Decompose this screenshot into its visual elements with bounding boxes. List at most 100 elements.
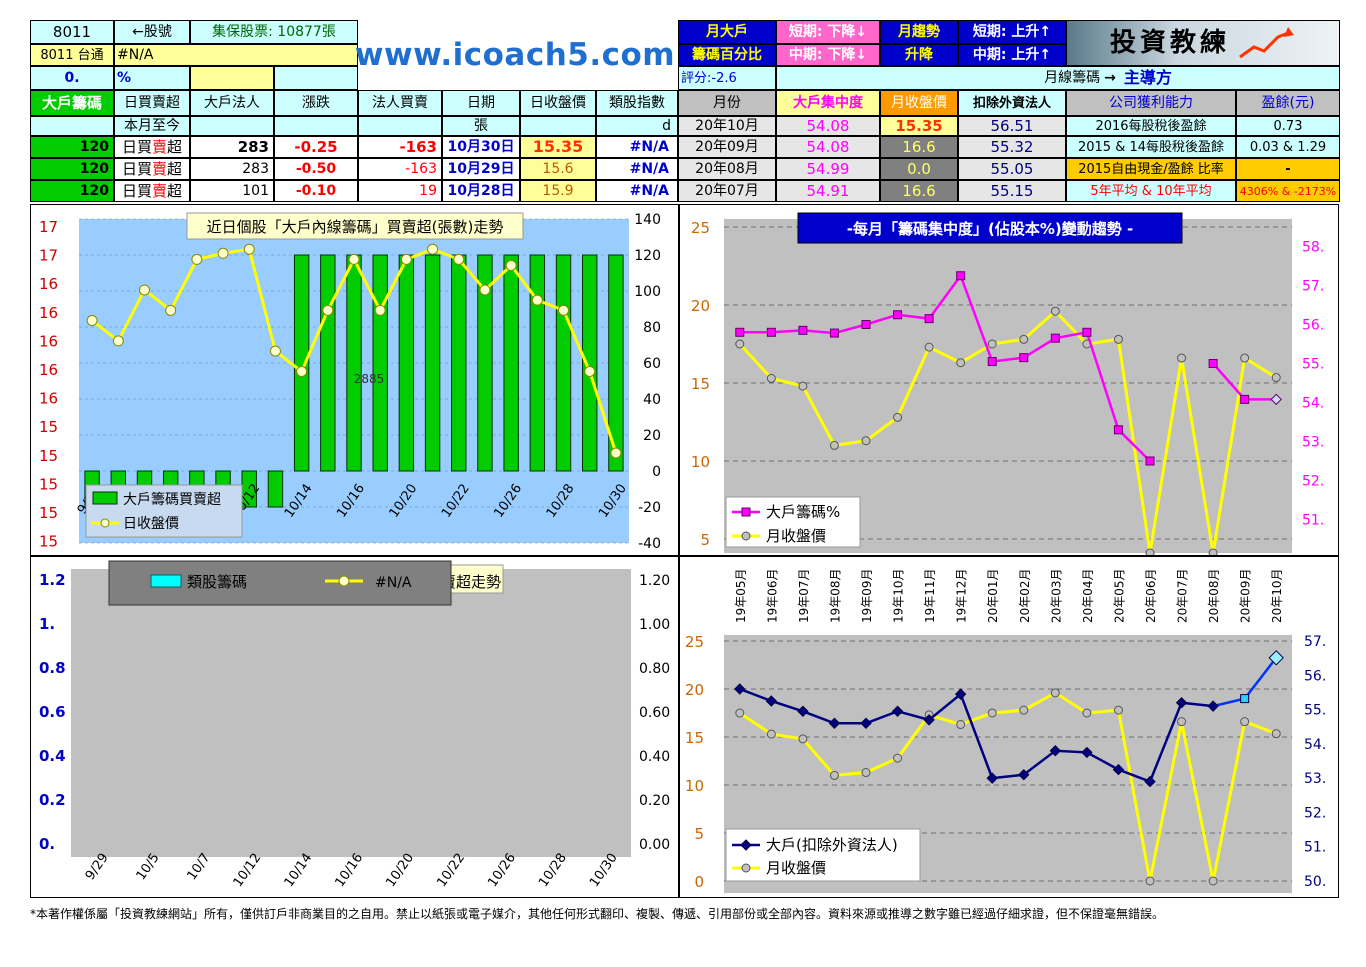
- month-close-point: [1082, 708, 1092, 718]
- concentration-point: [798, 325, 808, 335]
- price-point: [505, 259, 517, 271]
- y2-tick: 0: [652, 464, 661, 480]
- excl-foreign-point: [828, 717, 841, 729]
- concentration-point: [956, 271, 966, 281]
- y-right-tick: 55.: [1302, 357, 1324, 373]
- y-left-tick: 10: [691, 453, 710, 471]
- x-tick: 20年06月: [1144, 568, 1158, 623]
- y-left-tick: 5: [694, 825, 704, 843]
- footer-disclaimer: *本著作權係屬「投資教練網站」所有，僅供訂戶非商業目的之自用。禁止以紙張或電子媒…: [30, 907, 1165, 921]
- profit-label: 2016每股稅後盈餘: [1066, 116, 1236, 136]
- profit-value: 4306% & -2173%: [1236, 180, 1340, 202]
- sub-unit: 張: [442, 116, 520, 136]
- bar: [503, 254, 519, 472]
- month-close-point: [735, 339, 745, 349]
- shares-label: 集保股票: 10877張: [190, 20, 358, 44]
- y-left-tick: 25: [691, 219, 710, 237]
- bar: [529, 254, 546, 472]
- y-right-tick: 50.: [1304, 874, 1326, 890]
- bar-annotation: 2885: [354, 372, 385, 386]
- row-date: 10月29日: [442, 158, 520, 180]
- legend-na-label: #N/A: [375, 575, 412, 591]
- rise-fall: 升降: [880, 44, 958, 66]
- price-point: [584, 365, 596, 377]
- mid-term-2: 中期: 上升↑: [958, 44, 1066, 66]
- hdr-month: 月份: [678, 90, 776, 116]
- x-tick: 19年12月: [955, 568, 969, 623]
- month-close-point: [1208, 876, 1218, 886]
- row-type: 日買賣超: [114, 158, 190, 180]
- price-point: [400, 253, 412, 265]
- y2-tick: 120: [634, 248, 661, 264]
- x-tick: 20年09月: [1239, 568, 1253, 623]
- month-close-point: [1240, 353, 1250, 363]
- row-close: 15.9: [520, 180, 596, 202]
- row-index: #N/A: [596, 180, 678, 202]
- row-type: 日買賣超: [114, 180, 190, 202]
- y-right-tick: 0.00: [639, 837, 670, 853]
- y-left-tick: 5: [700, 531, 710, 549]
- price-point: [348, 253, 360, 265]
- month-close-cell: 16.6: [880, 180, 958, 202]
- hdr-daily-net: 日買賣超: [114, 90, 190, 116]
- short-term-1: 短期: 下降↓: [776, 20, 880, 44]
- y-left-tick: 16: [39, 304, 58, 322]
- month-close-cell: 15.35: [880, 116, 958, 136]
- excl-foreign-point: [765, 695, 778, 707]
- row-type-part: 超: [167, 137, 183, 156]
- bar: [582, 254, 598, 472]
- hdr-eps: 盈餘(元): [1236, 90, 1340, 116]
- x-tick: 20年01月: [986, 568, 1000, 623]
- row-type-part: 日買: [121, 159, 152, 178]
- row-chip: 120: [30, 136, 114, 158]
- zero-cell: 0.: [30, 66, 114, 90]
- sub-6: [520, 116, 596, 136]
- excl-foreign-point: [1112, 763, 1125, 776]
- y-right-tick: 58.: [1302, 240, 1324, 256]
- hdr-month-close: 月收盤價: [880, 90, 958, 116]
- y-left-tick: 15: [691, 375, 710, 393]
- bar: [398, 254, 415, 472]
- chart-monthly-concentration: 25 20 15 10 5 58. 57. 56. 55. 54. 53. 52. 51. -每月「籌碼集…: [691, 212, 1324, 558]
- chart-title: -每月「籌碼集中度」(佔股本%)變動趨勢 -: [847, 220, 1133, 238]
- hdr-inst-trade: 法人買賣: [358, 90, 442, 116]
- concentration-point: [829, 328, 839, 338]
- excl-foreign-line: [739, 687, 1214, 784]
- x-tick: 20年03月: [1049, 568, 1063, 623]
- bar: [451, 254, 467, 472]
- logo-banner: 投資教練: [1066, 20, 1340, 66]
- row-chip: 120: [30, 180, 114, 202]
- x-tick: 19年08月: [828, 568, 842, 623]
- month-close-point: [956, 720, 966, 730]
- month-close-point: [893, 412, 903, 422]
- hdr-excl-foreign: 扣除外資法人: [958, 90, 1066, 116]
- concentration-point: [1019, 353, 1029, 363]
- panel-daily-chip: 140 120 100 80 60 40 20 0 -20 -40 17 17 16 16 16 16 16 15…: [30, 204, 679, 556]
- panel-sector-chip: 1.2 1.20 1. 1.00 0.8 0.80 0.6 0.60 0.4 0.40 0.2 0.2…: [30, 556, 679, 898]
- y-left-tick: 15: [39, 475, 58, 493]
- month-close-point: [924, 342, 934, 352]
- site-title[interactable]: www.icoach5.com: [354, 37, 676, 73]
- row-date: 10月30日: [442, 136, 520, 158]
- y-right-tick: 56.: [1302, 318, 1324, 334]
- x-tick: 20年07月: [1176, 568, 1190, 623]
- y-left-tick: 16: [39, 275, 58, 293]
- profit-value: 0.73: [1236, 116, 1340, 136]
- x-tick: 20年05月: [1112, 568, 1126, 623]
- y-right-tick: 53.: [1304, 771, 1326, 787]
- month-close-point: [798, 381, 808, 391]
- excl-foreign-point: [986, 772, 998, 784]
- price-point: [296, 365, 308, 377]
- hdr-concentration: 大戶集中度: [776, 90, 880, 116]
- bar: [267, 470, 284, 508]
- percent-cell: %: [114, 66, 190, 90]
- month-close-point: [1019, 334, 1029, 344]
- price-point: [165, 304, 177, 316]
- y-right-tick: 1.20: [639, 573, 670, 589]
- legend-close-marker: [741, 531, 751, 541]
- concentration-point: [1240, 394, 1250, 404]
- hdr-profitability: 公司獲利能力: [1066, 90, 1236, 116]
- y-right-tick: 53.: [1302, 435, 1324, 451]
- month-close-point: [829, 440, 839, 450]
- row-inst: -163: [358, 158, 442, 180]
